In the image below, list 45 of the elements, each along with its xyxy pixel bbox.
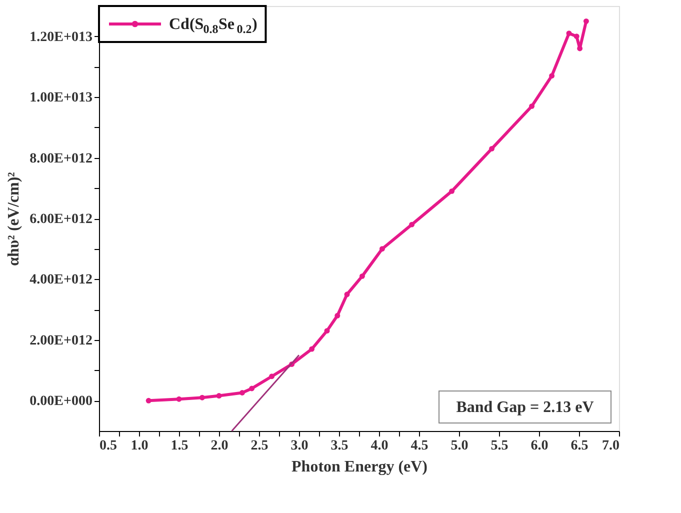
y-tick-label: 1.20E+013 [30,30,92,45]
y-axis-title: αhυ² (eV/cm)² [6,172,23,266]
point [344,292,350,298]
x-tick-label: 5.5 [490,438,508,454]
point [409,222,415,228]
x-tick-label: 3.5 [330,438,348,454]
x-tick-label: 5.0 [450,438,468,454]
point [379,246,385,252]
x-tick-label: 6.5 [570,438,588,454]
point [583,18,589,24]
x-tick-label: 0.5 [100,438,117,454]
point [574,34,580,40]
y-tick-label: 4.00E+012 [30,272,92,288]
y-tick-label: 0.00E+000 [30,394,92,410]
x-tick-label: 2.0 [210,438,228,454]
x-tick-label: 4.0 [370,438,388,454]
x-tick-label: 6.0 [530,438,548,454]
point [334,312,340,318]
point [566,30,572,36]
point [269,374,275,380]
x-tick-label: 3.0 [290,438,308,454]
point [146,398,152,404]
point [249,386,255,392]
point [549,73,555,79]
x-tick-label: 2.5 [250,438,268,454]
x-tick-label: 1.5 [170,438,188,454]
point [176,396,182,402]
point [216,393,222,399]
y-tick-label: 2.00E+012 [30,333,92,348]
x-tick-label: 7.0 [602,438,620,454]
x-axis-title: Photon Energy (eV) [292,458,428,476]
y-tick-label: 8.00E+012 [30,151,92,166]
point [449,188,455,194]
point [324,328,330,334]
point [529,103,535,109]
point [199,394,205,400]
x-tick-label: 4.5 [410,438,428,454]
y-tick-label: 1.00E+013 [30,90,92,106]
y-tick-label: 6.00E+012 [30,212,92,227]
point [309,346,315,352]
annotation: Band Gap = 2.13 eV [456,399,594,416]
point [489,146,495,152]
point [239,390,245,396]
point [359,273,365,279]
x-tick-label: 1.0 [130,438,148,454]
